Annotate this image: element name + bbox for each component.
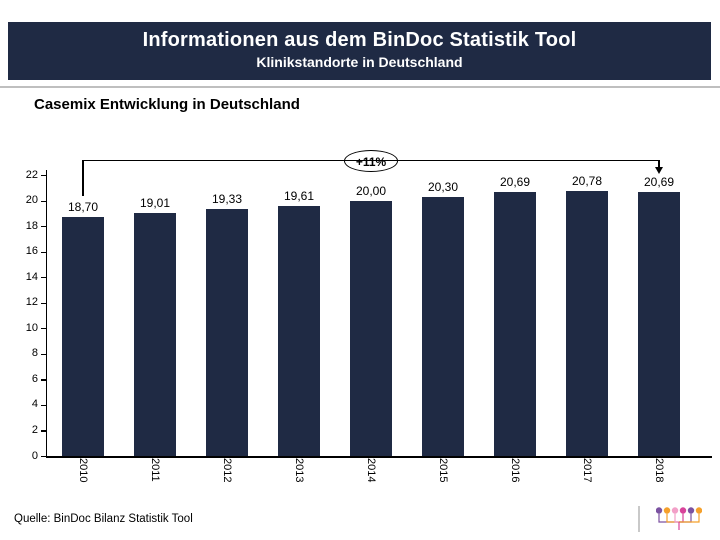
y-tick-label: 8 — [31, 347, 38, 360]
bar-value-label: 20,69 — [499, 174, 531, 189]
y-tick-label: 18 — [25, 219, 38, 232]
x-tick-label: 2016 — [509, 458, 521, 483]
logo-pin-circle — [671, 507, 679, 514]
x-axis-line — [46, 456, 712, 458]
bar-value-label: 19,33 — [211, 192, 243, 207]
y-tick-label: 14 — [25, 270, 38, 283]
logo-pin-circle — [687, 507, 695, 514]
x-tick-label: 2017 — [581, 458, 593, 483]
bar — [62, 217, 104, 456]
annotation-line-horizontal — [83, 160, 659, 162]
header-divider — [0, 86, 720, 88]
bar-value-label: 20,69 — [643, 174, 675, 189]
logo-pin-stem — [679, 513, 684, 523]
x-tick-label: 2010 — [77, 458, 89, 483]
annotation-line-left — [82, 160, 84, 196]
logo-pin-circle — [663, 507, 671, 514]
y-axis-tick — [41, 251, 46, 253]
arrow-down-icon — [655, 167, 663, 174]
bar — [638, 191, 680, 456]
y-axis-tick — [41, 456, 46, 458]
y-axis-tick — [41, 353, 46, 355]
y-axis-tick — [41, 404, 46, 407]
logo-pin-circle — [679, 507, 687, 514]
bar — [134, 213, 176, 456]
bar-value-label: 18,70 — [67, 200, 99, 215]
logo-pin-stem — [658, 513, 679, 523]
y-axis-tick — [41, 175, 46, 177]
logo-pin-stem — [679, 513, 700, 523]
y-tick-label: 22 — [25, 168, 38, 181]
x-tick-label: 2012 — [221, 458, 233, 483]
header-banner: Informationen aus dem BinDoc Statistik T… — [8, 22, 711, 80]
logo-pin-circle — [656, 507, 663, 514]
y-tick-label: 2 — [31, 423, 38, 436]
y-tick-label: 10 — [25, 321, 38, 334]
x-tick-label: 2014 — [365, 458, 377, 483]
bar-value-label: 19,61 — [283, 188, 315, 203]
x-tick-label: 2018 — [653, 458, 665, 483]
y-tick-label: 4 — [31, 398, 38, 411]
y-axis-line — [46, 170, 48, 457]
source-text: Quelle: BinDoc Bilanz Statistik Tool — [14, 513, 193, 525]
page-title: Informationen aus dem BinDoc Statistik T… — [142, 29, 577, 51]
bar — [278, 205, 320, 456]
logo-pin-circle — [695, 507, 702, 514]
bar — [350, 200, 392, 456]
bar — [206, 209, 248, 456]
y-axis-tick — [41, 226, 46, 228]
bar-value-label: 20,78 — [571, 173, 603, 188]
logo-pin-stem — [666, 513, 679, 523]
bar-value-label: 20,30 — [427, 179, 459, 194]
bar-chart: +11% 0 2 4 6 8 10 12 14 16 18 20 22 18,70 2010 19,01 20… — [0, 140, 720, 510]
bar — [566, 190, 608, 456]
bindoc-logo-icon — [656, 507, 702, 530]
logo-pin-stem — [679, 513, 692, 523]
x-tick-label: 2015 — [437, 458, 449, 483]
bar — [422, 196, 464, 456]
y-axis-tick — [41, 379, 46, 381]
y-tick-label: 0 — [31, 449, 38, 462]
y-tick-label: 6 — [31, 372, 38, 385]
y-tick-label: 12 — [25, 296, 38, 309]
x-tick-label: 2011 — [149, 458, 161, 482]
y-tick-label: 16 — [25, 245, 38, 258]
bar — [494, 191, 536, 456]
y-axis-tick — [41, 200, 46, 202]
page-subtitle: Klinikstandorte in Deutschland — [256, 54, 463, 70]
y-tick-label: 20 — [25, 194, 38, 207]
y-axis-tick — [41, 430, 46, 432]
x-tick-label: 2013 — [293, 458, 305, 483]
annotation-label: +11% — [355, 154, 387, 169]
y-axis-tick — [41, 277, 46, 279]
y-axis-tick — [41, 302, 46, 304]
annotation-line-right — [658, 160, 660, 168]
bar-value-label: 20,00 — [355, 183, 387, 198]
y-axis-tick — [41, 328, 46, 330]
chart-title: Casemix Entwicklung in Deutschland — [34, 96, 300, 113]
logo-pin-stem — [674, 513, 679, 523]
footer-divider — [638, 506, 640, 532]
bar-value-label: 19,01 — [139, 196, 171, 211]
